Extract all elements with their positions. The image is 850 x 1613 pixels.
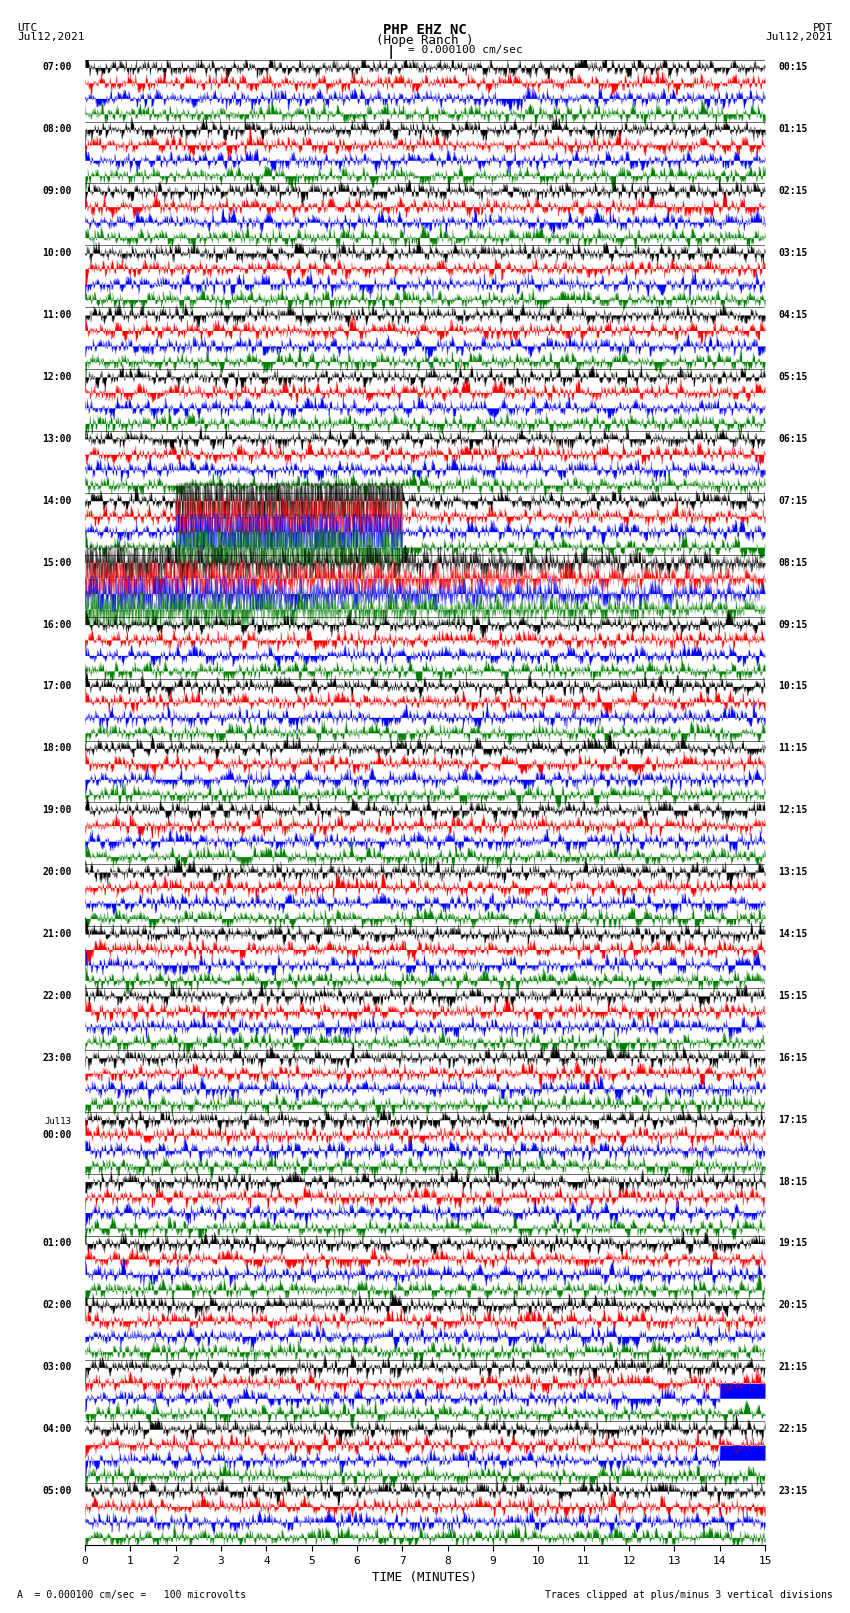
Text: 20:00: 20:00: [42, 868, 71, 877]
Text: 12:00: 12:00: [42, 373, 71, 382]
Text: 14:15: 14:15: [779, 929, 808, 939]
Text: 02:15: 02:15: [779, 185, 808, 197]
Text: 12:15: 12:15: [779, 805, 808, 815]
Text: 16:00: 16:00: [42, 619, 71, 629]
Text: 15:15: 15:15: [779, 990, 808, 1002]
Text: 08:00: 08:00: [42, 124, 71, 134]
Text: Traces clipped at plus/minus 3 vertical divisions: Traces clipped at plus/minus 3 vertical …: [545, 1590, 833, 1600]
Text: Jul12,2021: Jul12,2021: [17, 32, 84, 42]
Text: 01:15: 01:15: [779, 124, 808, 134]
Text: 11:00: 11:00: [42, 310, 71, 319]
Text: 09:15: 09:15: [779, 619, 808, 629]
Text: 17:00: 17:00: [42, 681, 71, 692]
Text: 02:00: 02:00: [42, 1300, 71, 1310]
Text: 23:15: 23:15: [779, 1486, 808, 1497]
Text: 10:00: 10:00: [42, 248, 71, 258]
Text: 09:00: 09:00: [42, 185, 71, 197]
Text: Jul13: Jul13: [44, 1116, 71, 1126]
Text: 00:00: 00:00: [42, 1131, 71, 1140]
Text: 22:15: 22:15: [779, 1424, 808, 1434]
Text: 14:00: 14:00: [42, 495, 71, 506]
Text: 03:00: 03:00: [42, 1363, 71, 1373]
Text: 18:15: 18:15: [779, 1176, 808, 1187]
Text: 04:00: 04:00: [42, 1424, 71, 1434]
Text: 21:15: 21:15: [779, 1363, 808, 1373]
Text: 04:15: 04:15: [779, 310, 808, 319]
Text: 19:15: 19:15: [779, 1239, 808, 1248]
Text: PHP EHZ NC: PHP EHZ NC: [383, 23, 467, 37]
Text: 07:00: 07:00: [42, 63, 71, 73]
Text: (Hope Ranch ): (Hope Ranch ): [377, 34, 473, 47]
Text: 08:15: 08:15: [779, 558, 808, 568]
X-axis label: TIME (MINUTES): TIME (MINUTES): [372, 1571, 478, 1584]
Text: 11:15: 11:15: [779, 744, 808, 753]
Text: 01:00: 01:00: [42, 1239, 71, 1248]
Text: 22:00: 22:00: [42, 990, 71, 1002]
Text: 19:00: 19:00: [42, 805, 71, 815]
Text: 05:15: 05:15: [779, 373, 808, 382]
Text: PDT: PDT: [813, 23, 833, 32]
Text: 21:00: 21:00: [42, 929, 71, 939]
Text: 13:15: 13:15: [779, 868, 808, 877]
Text: Jul12,2021: Jul12,2021: [766, 32, 833, 42]
Text: A  = 0.000100 cm/sec =   100 microvolts: A = 0.000100 cm/sec = 100 microvolts: [17, 1590, 246, 1600]
Text: |: |: [387, 45, 395, 60]
Text: 17:15: 17:15: [779, 1115, 808, 1124]
Text: 15:00: 15:00: [42, 558, 71, 568]
Text: 18:00: 18:00: [42, 744, 71, 753]
Text: UTC: UTC: [17, 23, 37, 32]
Text: 06:15: 06:15: [779, 434, 808, 444]
Text: 23:00: 23:00: [42, 1053, 71, 1063]
Text: 16:15: 16:15: [779, 1053, 808, 1063]
Text: 10:15: 10:15: [779, 681, 808, 692]
Text: 13:00: 13:00: [42, 434, 71, 444]
Text: 00:15: 00:15: [779, 63, 808, 73]
Text: = 0.000100 cm/sec: = 0.000100 cm/sec: [408, 45, 523, 55]
Text: 03:15: 03:15: [779, 248, 808, 258]
Text: 20:15: 20:15: [779, 1300, 808, 1310]
Text: 07:15: 07:15: [779, 495, 808, 506]
Text: 05:00: 05:00: [42, 1486, 71, 1497]
